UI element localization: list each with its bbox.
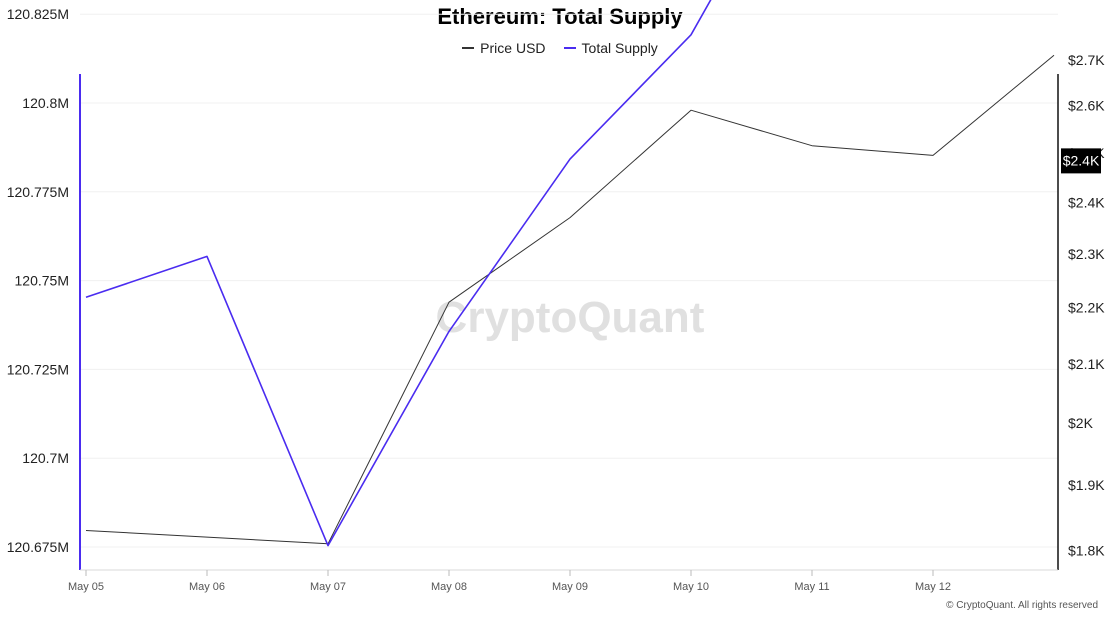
x-tick-label: May 06 (189, 581, 225, 593)
series-line-supply (85, 0, 712, 547)
series-lines (85, 0, 1055, 547)
x-tick-label: May 05 (68, 581, 104, 593)
series-line-price (85, 54, 1055, 545)
x-tick-label: May 10 (673, 581, 709, 593)
y-right-tick-label: $2.6K (1068, 97, 1105, 113)
watermark: CryptoQuant (436, 293, 705, 342)
y-left-tick-label: 120.8M (22, 95, 69, 111)
legend-item-supply[interactable]: Total Supply (563, 40, 658, 56)
grid-lines (80, 13, 1058, 548)
y-left-tick-label: 120.675M (7, 539, 69, 555)
legend-label-supply: Total Supply (581, 40, 658, 56)
y-left-tick-label: 120.725M (7, 361, 69, 377)
current-price-badge (1061, 148, 1101, 174)
legend-label-price: Price USD (480, 40, 546, 56)
legend-swatch-price (462, 47, 475, 49)
current-price-badge-label: $2.4K (1063, 152, 1100, 168)
y-right-tick-label: $2.1K (1068, 356, 1105, 372)
y-right-tick-label: $1.9K (1068, 477, 1105, 493)
x-tick-label: May 11 (794, 581, 829, 593)
y-left-tick-label: 120.825M (7, 6, 69, 22)
legend-swatch-supply (563, 47, 576, 49)
legend-item-price[interactable]: Price USD (462, 40, 546, 56)
axes (79, 74, 1059, 576)
y-left-tick-label: 120.775M (7, 184, 69, 200)
y-right-tick-label: $1.8K (1068, 543, 1105, 559)
y-right-tick-label: $2.7K (1068, 52, 1105, 68)
y-right-tick-label: $2.4K (1068, 194, 1105, 210)
chart-title: Ethereum: Total Supply (437, 4, 683, 29)
y-right-tick-label: $2.3K (1068, 246, 1105, 262)
x-tick-label: May 12 (915, 581, 951, 593)
x-tick-label: May 08 (431, 581, 467, 593)
current-value-badges: 120.929M$2.4K (1061, 148, 1101, 174)
y-right-tick-label: $2.2K (1068, 300, 1105, 316)
y-right-tick-label: $2K (1068, 415, 1094, 431)
y-left-tick-label: 120.75M (15, 273, 69, 289)
copyright-credit: © CryptoQuant. All rights reserved (946, 600, 1098, 611)
x-tick-label: May 07 (310, 581, 346, 593)
y-left-tick-label: 120.7M (22, 450, 69, 466)
chart-legend: Price USD Total Supply (0, 40, 1120, 56)
x-tick-label: May 09 (552, 581, 588, 593)
